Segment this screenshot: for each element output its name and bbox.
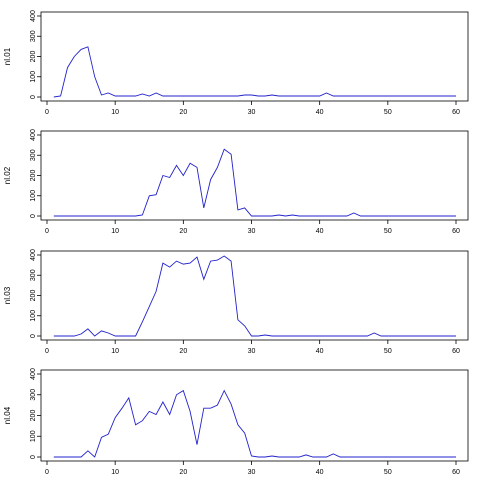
x-tick-label: 0 (45, 348, 49, 355)
x-tick-label: 60 (452, 469, 460, 476)
x-tick-label: 50 (384, 348, 392, 355)
x-tick-label: 60 (452, 109, 460, 116)
x-tick-label: 50 (384, 469, 392, 476)
y-tick-label: 100 (30, 190, 37, 202)
y-axis-label: nl.02 (3, 166, 12, 184)
x-tick-label: 0 (45, 469, 49, 476)
x-tick-label: 20 (179, 469, 187, 476)
series-line (53, 389, 456, 458)
x-tick-label: 50 (384, 228, 392, 235)
y-tick-label: 200 (30, 290, 37, 302)
y-tick-label: 400 (30, 10, 37, 22)
y-tick-label: 300 (30, 149, 37, 161)
series-line (53, 255, 456, 337)
x-tick-label: 50 (384, 109, 392, 116)
x-tick-label: 0 (45, 109, 49, 116)
panel-4: 0 100 200 300 400 0 10 20 30 40 50 60 nl.04 (3, 368, 469, 476)
y-tick-label: 300 (30, 30, 37, 42)
panel-2: 0 100 200 300 400 0 10 20 30 40 50 60 nl.02 (3, 129, 469, 235)
x-tick-label: 0 (45, 228, 49, 235)
x-tick-label: 40 (316, 469, 324, 476)
y-tick-label: 300 (30, 389, 37, 401)
panel-1: 0 100 200 300 400 0 10 20 30 40 50 60 nl.01 (3, 10, 469, 116)
y-tick-label: 400 (30, 129, 37, 141)
panel-3: 0 100 200 300 400 0 10 20 30 40 50 60 nl.03 (3, 249, 469, 355)
x-tick-label: 30 (248, 469, 256, 476)
x-tick-label: 30 (248, 348, 256, 355)
y-tick-label: 100 (30, 310, 37, 322)
series-line (53, 148, 456, 217)
x-tick-label: 60 (452, 348, 460, 355)
y-axis-label: nl.03 (3, 286, 12, 304)
x-tick-label: 10 (111, 469, 119, 476)
x-tick-label: 40 (316, 348, 324, 355)
series-line (53, 46, 456, 98)
x-tick-label: 10 (111, 228, 119, 235)
y-axis-label: nl.01 (3, 47, 12, 65)
y-tick-label: 0 (30, 95, 37, 99)
x-tick-label: 60 (452, 228, 460, 235)
y-tick-label: 100 (30, 430, 37, 442)
x-tick-label: 30 (248, 109, 256, 116)
x-tick-label: 40 (316, 109, 324, 116)
y-axis-label: nl.04 (3, 406, 12, 424)
y-tick-label: 200 (30, 51, 37, 63)
y-tick-label: 0 (30, 214, 37, 218)
y-tick-label: 100 (30, 71, 37, 83)
x-tick-label: 20 (179, 228, 187, 235)
y-tick-label: 200 (30, 170, 37, 182)
x-tick-label: 20 (179, 109, 187, 116)
y-tick-label: 400 (30, 368, 37, 380)
y-tick-label: 200 (30, 410, 37, 422)
x-tick-label: 10 (111, 109, 119, 116)
x-tick-label: 20 (179, 348, 187, 355)
y-tick-label: 0 (30, 334, 37, 338)
y-tick-label: 0 (30, 455, 37, 459)
y-tick-label: 300 (30, 269, 37, 281)
x-tick-label: 40 (316, 228, 324, 235)
y-tick-label: 400 (30, 249, 37, 261)
x-tick-label: 10 (111, 348, 119, 355)
x-tick-label: 30 (248, 228, 256, 235)
